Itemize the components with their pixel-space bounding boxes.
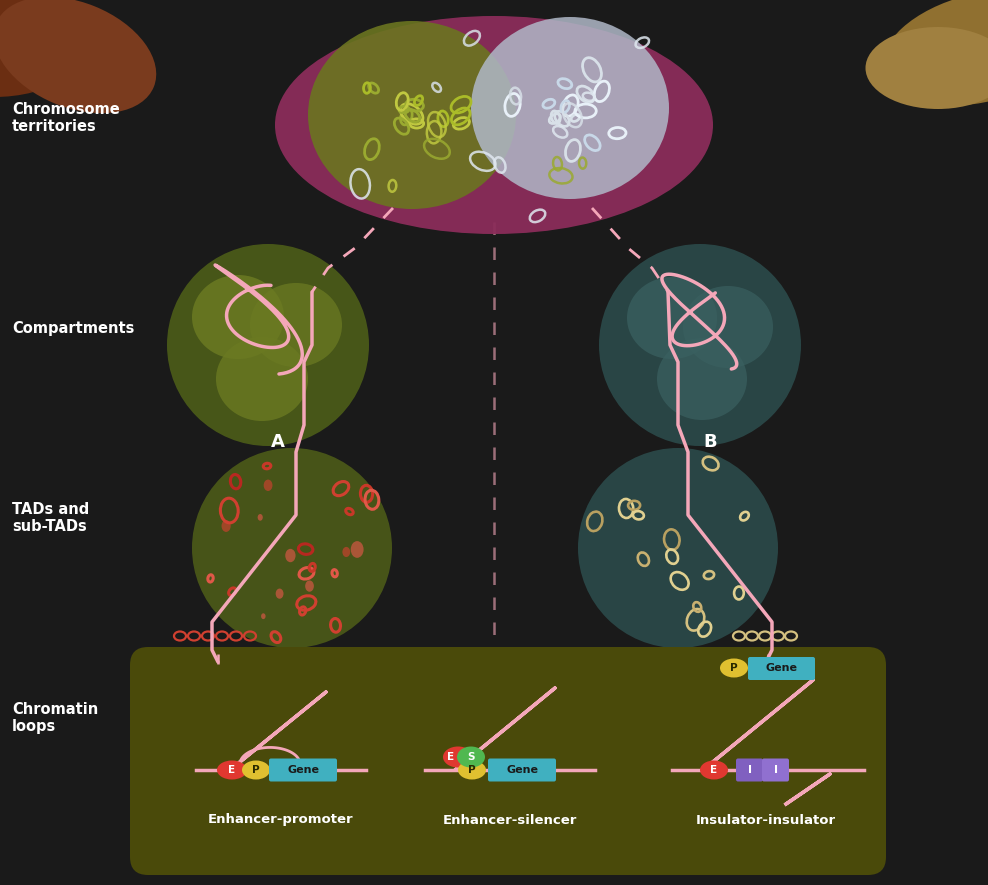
Ellipse shape (308, 21, 516, 209)
FancyBboxPatch shape (269, 758, 337, 781)
Text: S: S (467, 752, 475, 762)
Ellipse shape (683, 286, 773, 368)
Text: E: E (448, 752, 454, 762)
FancyBboxPatch shape (488, 758, 556, 781)
Text: Gene: Gene (765, 663, 797, 673)
Text: E: E (710, 765, 717, 775)
Ellipse shape (261, 613, 266, 620)
Text: TADs and
sub-TADs: TADs and sub-TADs (12, 502, 89, 535)
Ellipse shape (192, 275, 284, 359)
Ellipse shape (305, 581, 314, 592)
Ellipse shape (471, 17, 669, 199)
Ellipse shape (167, 244, 369, 446)
Text: Insulator-insulator: Insulator-insulator (696, 813, 836, 827)
Ellipse shape (258, 514, 263, 520)
Ellipse shape (264, 480, 273, 491)
Text: Compartments: Compartments (12, 320, 134, 335)
Ellipse shape (720, 658, 748, 678)
Text: I: I (748, 765, 752, 775)
Text: P: P (730, 663, 738, 673)
Text: A: A (271, 433, 285, 451)
Ellipse shape (627, 277, 717, 359)
Ellipse shape (242, 760, 270, 780)
Ellipse shape (275, 16, 713, 234)
Text: Enhancer-silencer: Enhancer-silencer (443, 813, 577, 827)
Ellipse shape (351, 541, 364, 558)
Circle shape (578, 448, 778, 648)
Text: Chromosome
territories: Chromosome territories (12, 102, 120, 135)
Ellipse shape (657, 338, 747, 420)
Ellipse shape (286, 549, 295, 562)
Ellipse shape (276, 589, 284, 599)
Ellipse shape (457, 747, 485, 767)
Ellipse shape (700, 760, 728, 780)
FancyBboxPatch shape (736, 758, 763, 781)
Ellipse shape (458, 760, 486, 780)
Ellipse shape (0, 0, 84, 97)
FancyBboxPatch shape (748, 657, 815, 680)
Text: Chromatin
loops: Chromatin loops (12, 702, 98, 735)
Ellipse shape (599, 244, 801, 446)
Ellipse shape (221, 520, 230, 532)
Ellipse shape (443, 747, 473, 767)
Text: I: I (774, 765, 778, 775)
Text: Gene: Gene (287, 765, 319, 775)
Ellipse shape (0, 0, 156, 113)
Text: E: E (228, 765, 235, 775)
Text: B: B (703, 433, 717, 451)
Text: P: P (468, 765, 476, 775)
Ellipse shape (216, 337, 308, 421)
FancyBboxPatch shape (130, 647, 886, 875)
Text: Gene: Gene (506, 765, 538, 775)
Ellipse shape (343, 547, 350, 557)
Ellipse shape (250, 283, 342, 367)
Text: Enhancer-promoter: Enhancer-promoter (208, 813, 354, 827)
FancyBboxPatch shape (762, 758, 789, 781)
Ellipse shape (882, 0, 988, 105)
Ellipse shape (865, 27, 988, 109)
Ellipse shape (217, 760, 247, 780)
Circle shape (192, 448, 392, 648)
Text: P: P (252, 765, 260, 775)
